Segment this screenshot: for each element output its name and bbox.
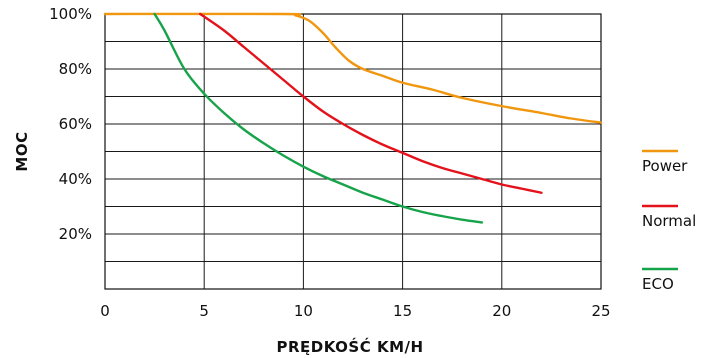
x-axis-title: PRĘDKOŚĆ KM/H <box>276 337 423 356</box>
y-tick-label: 100% <box>49 5 92 23</box>
y-tick-label: 80% <box>59 60 92 78</box>
y-axis-title: MOC <box>13 131 31 171</box>
y-tick-label: 60% <box>59 115 92 133</box>
legend-label-power: Power <box>642 157 688 175</box>
series-line-normal <box>199 12 543 194</box>
x-axis-ticks: 0 5 10 15 20 25 <box>100 302 610 320</box>
y-tick-label: 40% <box>59 170 92 188</box>
x-tick-label: 15 <box>393 302 412 320</box>
legend-label-eco: ECO <box>642 275 674 293</box>
legend-label-normal: Normal <box>642 212 696 230</box>
series-line-eco <box>153 12 484 224</box>
y-tick-label: 20% <box>59 225 92 243</box>
x-tick-label: 5 <box>199 302 209 320</box>
legend: Power Normal ECO <box>642 149 696 293</box>
x-tick-label: 20 <box>492 302 511 320</box>
x-tick-label: 0 <box>100 302 110 320</box>
plot-frame <box>104 13 602 290</box>
series-line-power <box>103 12 603 124</box>
series-lines <box>103 12 603 224</box>
x-tick-label: 10 <box>294 302 313 320</box>
y-axis-ticks: 20% 40% 60% 80% 100% <box>49 5 92 243</box>
grid <box>104 14 602 289</box>
x-tick-label: 25 <box>591 302 610 320</box>
